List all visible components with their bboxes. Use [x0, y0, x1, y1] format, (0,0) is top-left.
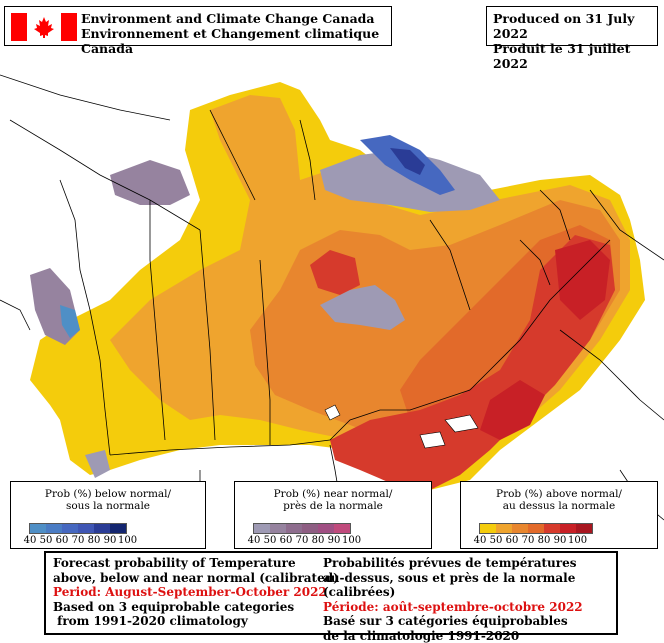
desc-en-line4: Based on 3 equiprobable categories [53, 600, 339, 615]
produced-date-en: Produced on 31 July 2022 [493, 11, 657, 41]
legend-near-tick-80: 80 [310, 535, 326, 546]
legend-near-swatch-2 [286, 524, 302, 533]
legend-above-title-fr: au dessus la normale [461, 500, 657, 512]
legend-below-tick-100: 100 [118, 535, 134, 546]
legend-above-tick-60: 60 [504, 535, 520, 546]
legend-below-swatch-1 [46, 524, 62, 533]
legend-above-swatch-6 [576, 524, 592, 533]
legend-below-tick-80: 80 [86, 535, 102, 546]
description-english: Forecast probability of Temperature abov… [53, 556, 339, 629]
legend-near-tick-70: 70 [294, 535, 310, 546]
produced-date-fr: Produit le 31 juillet 2022 [493, 41, 657, 71]
legend-above-swatch-0 [480, 524, 496, 533]
desc-en-period: Period: August-September-October 2022 [53, 585, 339, 600]
legend-above-tick-70: 70 [520, 535, 536, 546]
legend-above-tick-90: 90 [552, 535, 568, 546]
legend-near-title-en: Prob (%) near normal/ [235, 488, 431, 500]
legend-above-normal: Prob (%) above normal/ au dessus la norm… [460, 481, 658, 549]
desc-fr-line5: de la climatologie 1991-2020 [323, 629, 616, 643]
agency-name-en: Environment and Climate Change Canada [81, 11, 391, 26]
legend-below-swatch-4 [94, 524, 110, 533]
legend-near-swatch-1 [270, 524, 286, 533]
legend-above-colorbar [479, 523, 593, 534]
legend-below-title-en: Prob (%) below normal/ [11, 488, 205, 500]
legend-above-swatch-2 [512, 524, 528, 533]
legend-below-tick-50: 50 [38, 535, 54, 546]
desc-fr-line2: au-dessus, sous et près de la normale (c… [323, 571, 616, 600]
legend-near-colorbar [253, 523, 351, 534]
legend-near-tick-50: 50 [262, 535, 278, 546]
legend-below-tick-40: 40 [22, 535, 38, 546]
produced-date-box: Produced on 31 July 2022 Produit le 31 j… [486, 6, 658, 46]
desc-fr-line1: Probabilités prévues de températures [323, 556, 616, 571]
legend-above-title-en: Prob (%) above normal/ [461, 488, 657, 500]
legend-below-tick-90: 90 [102, 535, 118, 546]
legend-near-swatch-3 [302, 524, 318, 533]
legend-near-swatch-0 [254, 524, 270, 533]
legend-near-title-fr: près de la normale [235, 500, 431, 512]
legend-below-normal: Prob (%) below normal/ sous la normale 4… [10, 481, 206, 549]
agency-header: Environment and Climate Change Canada En… [4, 6, 392, 46]
legend-below-title-fr: sous la normale [11, 500, 205, 512]
legend-below-swatch-3 [78, 524, 94, 533]
agency-name: Environment and Climate Change Canada En… [81, 11, 391, 56]
legend-below-tick-70: 70 [70, 535, 86, 546]
legend-above-title: Prob (%) above normal/ au dessus la norm… [461, 488, 657, 512]
legend-near-normal: Prob (%) near normal/ près de la normale… [234, 481, 432, 549]
legend-near-tick-60: 60 [278, 535, 294, 546]
legend-above-swatch-3 [528, 524, 544, 533]
desc-en-line2: above, below and near normal (calibrated… [53, 571, 339, 586]
desc-fr-line4: Basé sur 3 catégories équiprobables [323, 614, 616, 629]
legend-near-tick-40: 40 [246, 535, 262, 546]
desc-en-line5: from 1991-2020 climatology [53, 614, 339, 629]
legend-above-swatch-1 [496, 524, 512, 533]
legend-below-colorbar [29, 523, 127, 534]
desc-en-line1: Forecast probability of Temperature [53, 556, 339, 571]
desc-fr-period: Période: août-septembre-octobre 2022 [323, 600, 616, 615]
legend-below-tick-60: 60 [54, 535, 70, 546]
legend-near-tick-90: 90 [326, 535, 342, 546]
legend-near-title: Prob (%) near normal/ près de la normale [235, 488, 431, 512]
forecast-description: Forecast probability of Temperature abov… [44, 551, 618, 635]
legend-near-tick-100: 100 [342, 535, 358, 546]
agency-name-fr: Environnement et Changement climatique C… [81, 26, 391, 56]
legend-near-swatch-4 [318, 524, 334, 533]
legend-near-swatch-5 [334, 524, 350, 533]
canada-flag-icon [11, 13, 77, 41]
legend-below-swatch-5 [110, 524, 126, 533]
legend-above-tick-40: 40 [472, 535, 488, 546]
legend-above-tick-100: 100 [568, 535, 584, 546]
legend-above-swatch-4 [544, 524, 560, 533]
legend-above-tick-50: 50 [488, 535, 504, 546]
legend-below-swatch-2 [62, 524, 78, 533]
legend-above-swatch-5 [560, 524, 576, 533]
legend-below-swatch-0 [30, 524, 46, 533]
legend-above-tick-80: 80 [536, 535, 552, 546]
description-french: Probabilités prévues de températures au-… [323, 556, 616, 643]
legend-below-title: Prob (%) below normal/ sous la normale [11, 488, 205, 512]
